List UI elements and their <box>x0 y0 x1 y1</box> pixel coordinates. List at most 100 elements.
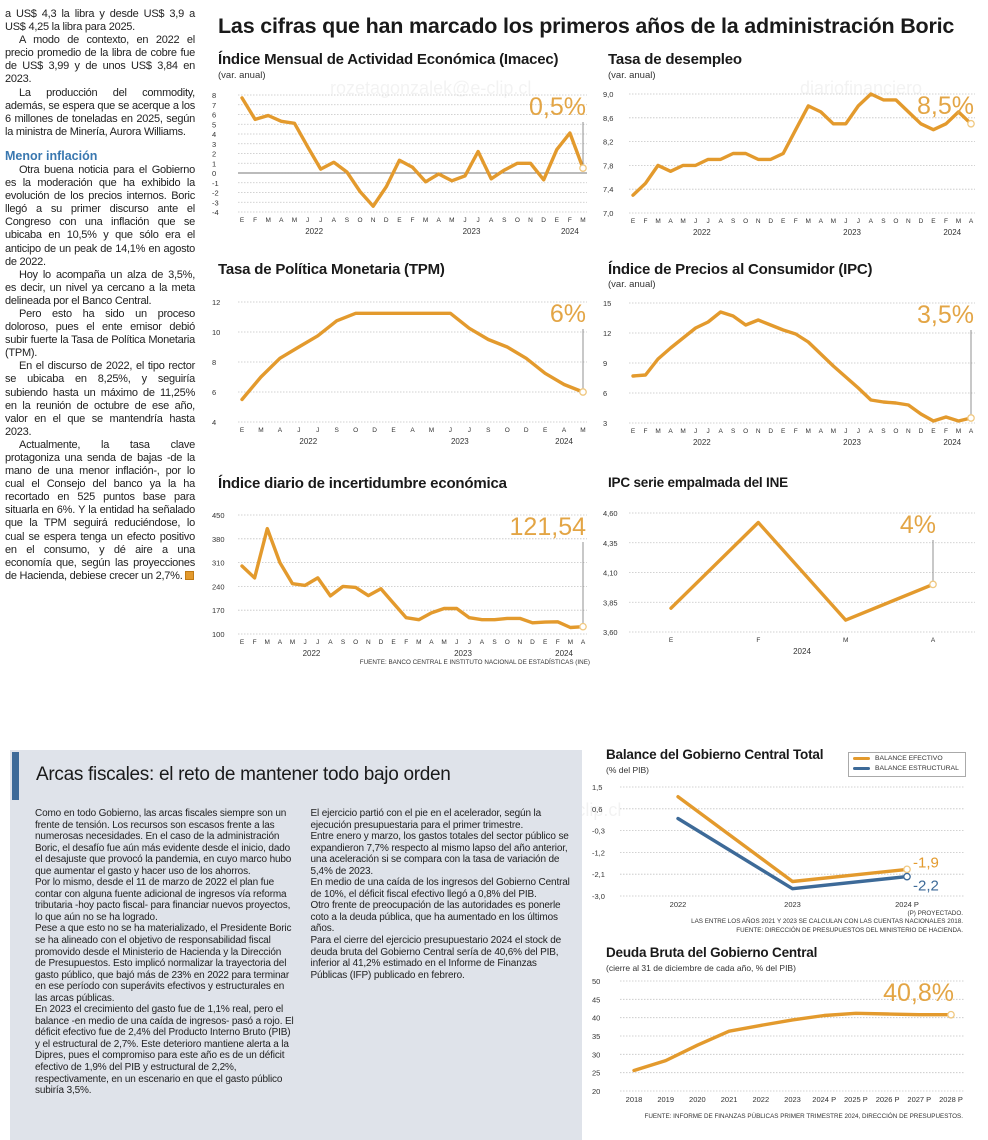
y-tick-label: 380 <box>212 535 225 544</box>
x-tick-label: N <box>906 218 911 225</box>
y-tick-label: -3 <box>212 198 219 207</box>
y-tick-label: 2 <box>212 150 216 159</box>
x-tick-label: 2024 P <box>895 900 919 909</box>
y-tick-label: -4 <box>212 208 219 217</box>
box-paragraph: Como en todo Gobierno, las arcas fiscale… <box>35 808 292 877</box>
article-paragraph: Actualmente, la tasa clave protagoniza u… <box>5 438 195 582</box>
x-tick-label: M <box>449 217 454 224</box>
x-tick-label: J <box>694 428 697 435</box>
legend-item-efectivo: BALANCE EFECTIVO <box>853 755 943 762</box>
chart-subtitle-balance: (% del PIB) <box>606 765 649 775</box>
x-tick-label: E <box>781 428 786 435</box>
chart-ipc-ine: 4,60 4,35 4,10 3,85 3,60 E F M A 2024 4% <box>603 509 975 656</box>
x-tick-label: O <box>505 427 510 434</box>
article-subheading: Menor inflación <box>5 148 98 163</box>
y-tick-label: 5 <box>212 120 216 129</box>
y-tick-label: 6 <box>603 389 607 398</box>
y-tick-label: 6 <box>212 111 216 120</box>
x-tick-label: O <box>353 639 358 646</box>
y-tick-label: 8,2 <box>603 138 613 147</box>
y-tick-label: 3 <box>212 140 216 149</box>
x-tick-label: F <box>556 639 560 646</box>
x-tick-label: S <box>881 218 886 225</box>
chart-title-tpm: Tasa de Política Monetaria (TPM) <box>218 261 445 278</box>
x-tick-label: M <box>258 427 263 434</box>
watermark: rozetagonzalek@e-clip.cl <box>330 78 532 98</box>
x-tick-label: E <box>631 218 636 225</box>
chart-legend: BALANCE EFECTIVO BALANCE ESTRUCTURAL <box>848 752 966 777</box>
x-tick-label: F <box>944 218 948 225</box>
x-tick-label: N <box>756 428 761 435</box>
box-paragraph: Entre enero y marzo, los gastos totales … <box>310 831 569 877</box>
callout-value: 40,8% <box>883 979 954 1007</box>
y-tick-label: 10 <box>212 328 220 337</box>
x-tick-label: M <box>680 218 685 225</box>
y-tick-label: 0 <box>212 169 216 178</box>
y-tick-label: 7,0 <box>603 209 613 218</box>
x-tick-label: M <box>680 428 685 435</box>
end-point-marker <box>967 414 975 422</box>
y-tick-label: 0,6 <box>592 805 602 814</box>
x-tick-label: E <box>240 427 245 434</box>
x-tick-label: M <box>655 428 660 435</box>
y-tick-label: 4,10 <box>603 569 618 578</box>
x-tick-label: A <box>278 427 283 434</box>
x-tick-label: A <box>718 218 723 225</box>
chart-balance: 1,5 0,6 -0,3 -1,2 -2,1 -3,0 2022 2023 2024 P -1,9… <box>592 783 965 909</box>
x-tick-label: M <box>580 427 585 434</box>
x-tick-label: A <box>279 217 284 224</box>
x-tick-label: A <box>819 428 824 435</box>
x-tick-label: D <box>768 218 773 225</box>
x-tick-label: A <box>429 639 434 646</box>
y-tick-label: 12 <box>603 329 611 338</box>
x-tick-label: M <box>831 218 836 225</box>
end-point-marker <box>903 872 911 881</box>
x-tick-label: O <box>515 217 520 224</box>
x-tick-label: 2021 <box>721 1095 738 1104</box>
x-tick-label: A <box>668 428 673 435</box>
year-label: 2022 <box>693 438 711 447</box>
year-label: 2022 <box>305 227 323 236</box>
year-label: 2024 <box>943 228 961 237</box>
box-text: Como en todo Gobierno, las arcas fiscale… <box>35 808 570 1108</box>
x-tick-label: M <box>429 427 434 434</box>
x-tick-label: M <box>806 218 811 225</box>
y-tick-label: 1 <box>212 159 216 168</box>
year-label: 2023 <box>454 649 472 658</box>
x-tick-label: M <box>956 218 961 225</box>
x-tick-label: E <box>543 639 548 646</box>
article-paragraph: A modo de contexto, en 2022 el precio pr… <box>5 34 195 86</box>
x-tick-label: E <box>397 217 402 224</box>
chart-title-incertidumbre: Índice diario de incertidumbre económica <box>218 475 507 492</box>
y-tick-label: 20 <box>592 1087 600 1096</box>
x-tick-label: N <box>518 639 523 646</box>
balance-note: (P) PROYECTADO. <box>907 910 963 917</box>
y-tick-label: 25 <box>592 1069 600 1078</box>
x-tick-label: J <box>449 427 452 434</box>
watermark: diariofinanciero <box>800 78 923 98</box>
chart-tpm: 12 10 8 6 4 E M A J J S O D E A M J J S O D E A M 2022 2023 2024 6% <box>212 298 587 446</box>
x-tick-label: M <box>568 639 573 646</box>
callout-value: 0,5% <box>529 93 586 121</box>
x-tick-label: E <box>781 218 786 225</box>
x-tick-label: S <box>492 639 497 646</box>
article-column: a US$ 4,3 la libra y desde US$ 3,9 a US$… <box>5 8 195 583</box>
callout-value: 121,54 <box>510 513 587 541</box>
box-accent-bar <box>12 752 19 800</box>
y-tick-label: 35 <box>592 1032 600 1041</box>
balance-note: LAS ENTRE LOS AÑOS 2021 Y 2023 SE CALCUL… <box>691 918 963 925</box>
x-tick-label: A <box>581 639 586 646</box>
x-tick-label: 2018 <box>626 1095 643 1104</box>
x-tick-label: F <box>644 218 648 225</box>
x-tick-label: A <box>819 218 824 225</box>
x-tick-label: A <box>278 639 283 646</box>
chart-subtitle-deuda: (cierre al 31 de diciembre de cada año, … <box>606 963 796 973</box>
x-tick-label: F <box>794 428 798 435</box>
year-label: 2023 <box>843 228 861 237</box>
x-tick-label: J <box>306 217 309 224</box>
y-tick-label: 4,60 <box>603 509 618 518</box>
year-label: 2023 <box>843 438 861 447</box>
callout-value: 6% <box>550 300 586 328</box>
x-tick-label: D <box>919 218 924 225</box>
